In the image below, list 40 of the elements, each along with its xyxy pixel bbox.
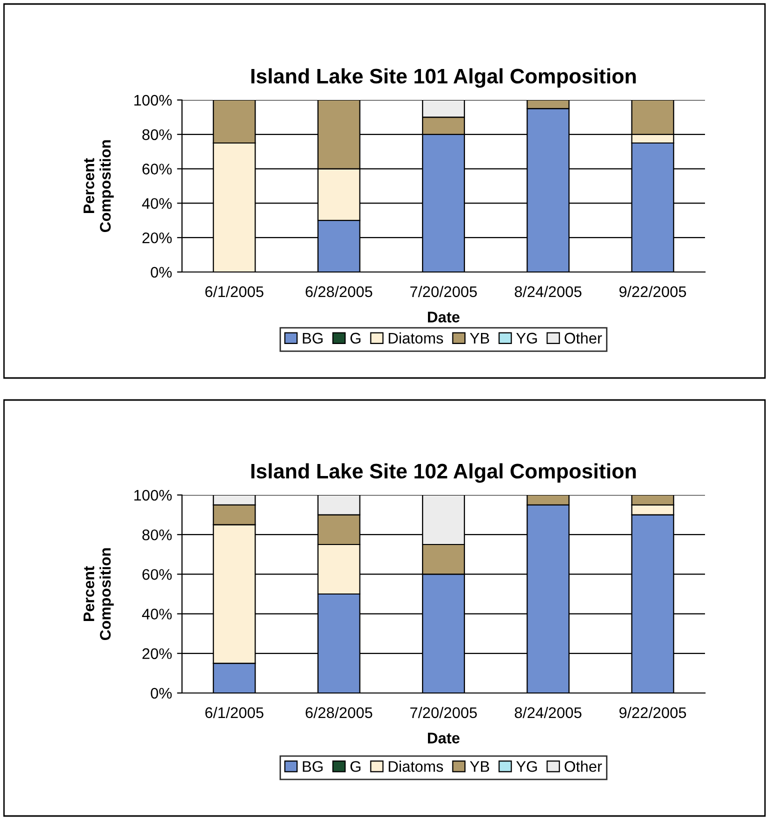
x-tick-label: 6/28/2005: [306, 706, 372, 718]
x-tick-label: 6/28/2005: [306, 286, 372, 298]
legend-label: YB: [470, 332, 490, 344]
chart-title: Island Lake Site 101 Algal Composition: [251, 68, 636, 88]
y-tick-label: 40%: [142, 198, 172, 209]
y-axis-title: Percent Composition: [84, 140, 114, 232]
legend-label: G: [350, 332, 360, 344]
legend-label: YG: [516, 761, 537, 772]
y-tick-label: 60%: [142, 569, 172, 580]
y-axis-title: Percent Composition: [84, 548, 114, 640]
y-tick-label: 0%: [150, 266, 172, 278]
x-axis-title: Date: [428, 732, 460, 744]
y-tick-label: 100%: [134, 94, 172, 106]
x-tick-label: 7/20/2005: [410, 706, 477, 718]
legend-label: Diatoms: [388, 332, 444, 344]
legend-label: YG: [516, 332, 537, 344]
legend-label: G: [350, 761, 360, 772]
legend-label: BG: [302, 332, 323, 344]
y-tick-label: 100%: [134, 490, 172, 501]
x-axis-title: Date: [428, 312, 460, 322]
y-tick-label: 80%: [142, 129, 172, 140]
x-tick-label: 6/1/2005: [205, 286, 264, 298]
legend-label: Other: [564, 760, 602, 772]
x-tick-label: 9/22/2005: [619, 286, 686, 298]
y-tick-label: 0%: [150, 688, 172, 699]
x-tick-label: 8/24/2005: [514, 706, 582, 718]
legend-label: BG: [302, 761, 323, 772]
y-tick-label: 20%: [142, 648, 172, 660]
x-tick-label: 9/22/2005: [619, 706, 686, 718]
y-tick-label: 60%: [142, 164, 172, 174]
y-tick-label: 80%: [142, 529, 172, 540]
x-tick-label: 8/24/2005: [514, 286, 582, 298]
legend-label: Diatoms: [388, 760, 444, 772]
y-tick-label: 40%: [142, 608, 172, 620]
chart-title: Island Lake Site 102 Algal Composition: [251, 463, 636, 483]
x-tick-label: 7/20/2005: [410, 286, 477, 298]
legend-label: Other: [564, 332, 602, 344]
legend-label: YB: [470, 761, 490, 772]
x-tick-label: 6/1/2005: [205, 706, 264, 718]
y-tick-label: 20%: [142, 232, 172, 244]
